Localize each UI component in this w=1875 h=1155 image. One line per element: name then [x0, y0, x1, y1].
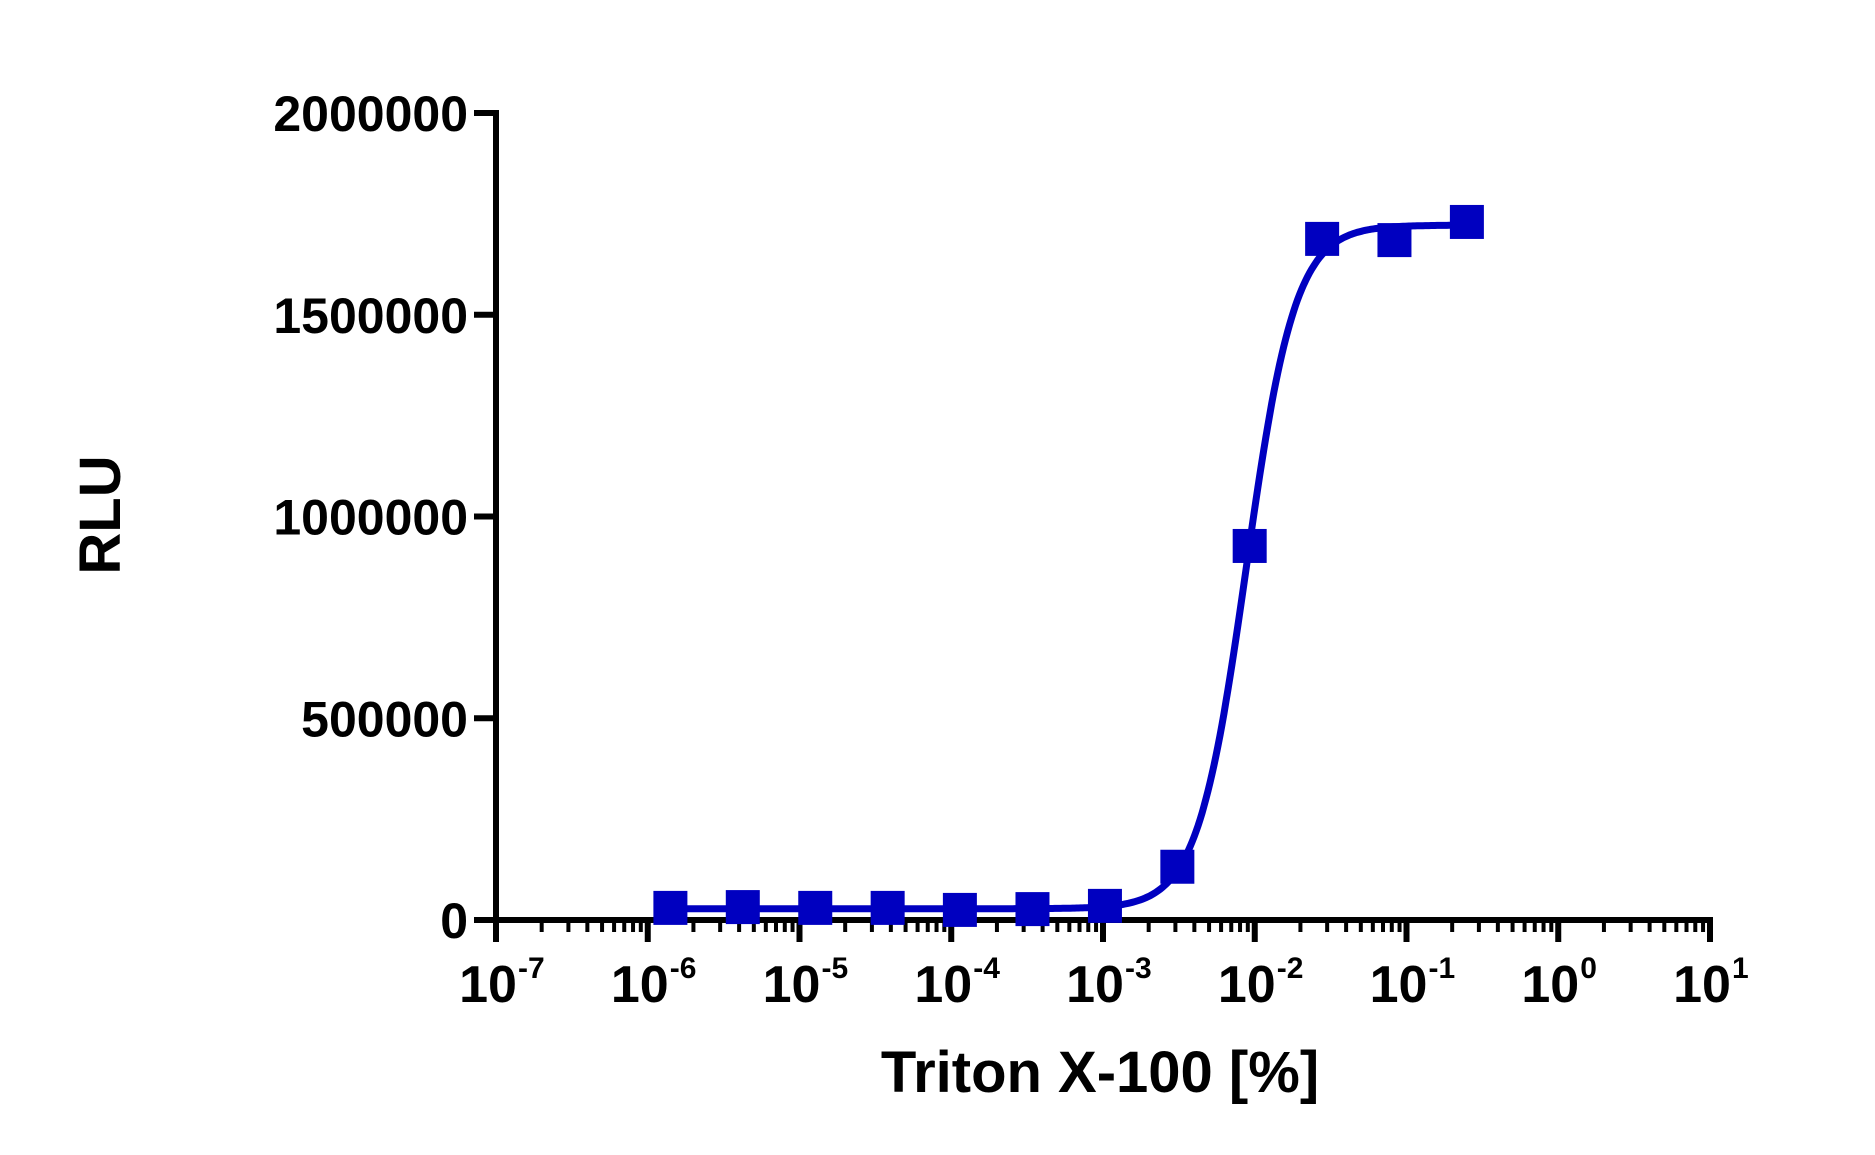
x-tick-exponent: 1	[1732, 952, 1749, 985]
y-tick-label: 1000000	[273, 490, 468, 546]
y-axis-label: RLU	[68, 455, 133, 574]
fit-curve-layer	[670, 221, 1467, 913]
x-tick-exponent: -7	[518, 952, 545, 985]
data-point	[1160, 849, 1195, 884]
y-tick-label: 500000	[301, 691, 468, 747]
y-tick-label: 0	[440, 893, 468, 949]
x-tick-label: 10	[1066, 956, 1124, 1014]
x-tick-exponent: -4	[973, 952, 1000, 985]
x-tick-label: 10	[914, 956, 972, 1014]
x-tick-label: 10	[763, 956, 821, 1014]
data-point	[1449, 204, 1484, 239]
data-point	[798, 890, 833, 925]
x-tick-exponent: -5	[822, 952, 849, 985]
data-point	[1015, 892, 1050, 927]
data-point	[653, 890, 688, 925]
x-tick-label: 10	[611, 956, 669, 1014]
data-point	[1305, 221, 1340, 256]
data-point	[1232, 528, 1267, 563]
x-tick-label: 10	[1673, 956, 1731, 1014]
y-tick-label: 2000000	[273, 86, 468, 142]
x-tick-exponent: -6	[670, 952, 697, 985]
data-points-layer	[653, 204, 1484, 927]
data-point	[1087, 888, 1122, 923]
data-point	[1377, 223, 1412, 258]
x-tick-label: 10	[459, 956, 517, 1014]
y-tick-label: 1500000	[273, 288, 468, 344]
data-point	[942, 892, 977, 927]
x-tick-label: 10	[1370, 956, 1428, 1014]
data-point	[870, 890, 905, 925]
x-tick-exponent: 0	[1580, 952, 1597, 985]
x-tick-exponent: -1	[1429, 952, 1456, 985]
x-tick-exponent: -3	[1125, 952, 1152, 985]
data-point	[725, 890, 760, 925]
x-axis-label: Triton X-100 [%]	[881, 1040, 1319, 1105]
fit-curve-line	[670, 221, 1467, 913]
x-tick-label: 10	[1218, 956, 1276, 1014]
x-tick-label: 10	[1521, 956, 1579, 1014]
x-tick-exponent: -2	[1277, 952, 1304, 985]
